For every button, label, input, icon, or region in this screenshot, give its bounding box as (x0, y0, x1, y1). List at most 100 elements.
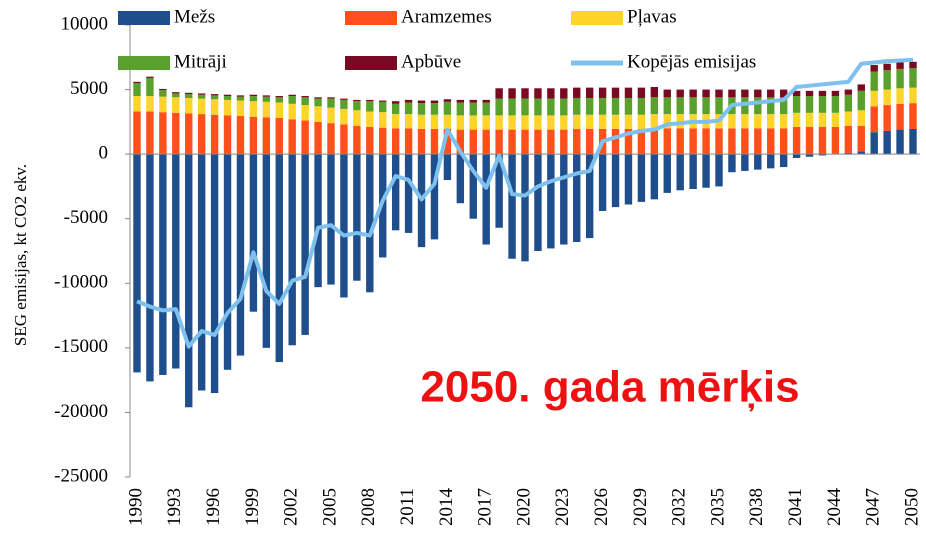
bar (223, 115, 232, 155)
bar (249, 101, 258, 117)
bar (301, 120, 309, 155)
bar (896, 68, 904, 89)
bar (611, 128, 620, 155)
bar (598, 97, 607, 115)
bar (366, 99, 374, 102)
bar (857, 110, 865, 126)
bar (197, 93, 206, 95)
bar (236, 96, 245, 101)
bar (767, 89, 775, 98)
bar (818, 96, 827, 113)
bar (482, 99, 490, 103)
bar (754, 154, 762, 170)
bar (521, 129, 529, 155)
bar (818, 127, 827, 155)
bar (728, 128, 736, 155)
bar (560, 129, 568, 155)
bar (133, 83, 141, 97)
bar (133, 111, 141, 155)
bar (741, 114, 749, 129)
bar (573, 97, 581, 115)
bar (469, 102, 477, 116)
bar (314, 154, 322, 288)
bar (909, 103, 917, 129)
bar (624, 114, 633, 129)
bar (482, 115, 490, 130)
legend-label: Mežs (174, 6, 215, 27)
bar (262, 117, 271, 155)
x-tick-label: 1996 (203, 488, 224, 526)
x-tick-label: 2035 (707, 488, 728, 526)
bar (702, 89, 710, 98)
x-tick-label: 2011 (397, 488, 418, 525)
bar (353, 99, 361, 102)
x-tick-label: 2008 (358, 488, 379, 526)
bar (327, 98, 335, 108)
bar (301, 154, 309, 335)
bar (379, 127, 387, 155)
bar (585, 114, 594, 129)
bar (443, 114, 452, 129)
bar (896, 62, 904, 69)
bar (366, 111, 374, 128)
bar (560, 88, 568, 99)
bar (133, 81, 141, 84)
x-tick-label: 2002 (281, 488, 302, 526)
y-tick-label: 0 (99, 143, 109, 164)
bar (288, 154, 296, 346)
bar (676, 89, 684, 98)
bar (197, 98, 206, 115)
bar (159, 154, 167, 375)
bar (883, 89, 891, 106)
bar (857, 84, 865, 91)
bar (172, 112, 180, 155)
bar (585, 97, 594, 115)
y-tick-label: 5000 (70, 78, 108, 99)
y-tick-label: -25000 (54, 465, 108, 486)
bar (185, 92, 193, 95)
bar (534, 129, 542, 155)
bar (185, 94, 193, 98)
bar (185, 154, 193, 408)
bar (534, 88, 542, 99)
bar (327, 107, 335, 124)
bar (805, 127, 814, 155)
bar (172, 154, 180, 369)
bar (741, 128, 749, 155)
bar (146, 77, 154, 97)
bar (560, 115, 568, 130)
bar (702, 154, 710, 188)
bar (249, 94, 258, 97)
x-tick-label: 2014 (436, 488, 457, 527)
bar (663, 128, 671, 155)
bar (844, 111, 853, 126)
bar (728, 154, 736, 173)
bar (896, 103, 904, 130)
bar (909, 128, 917, 155)
bar (715, 97, 723, 115)
bar (210, 95, 219, 100)
bar (573, 128, 581, 155)
bar (146, 96, 154, 112)
bar (857, 125, 865, 152)
bar (197, 94, 206, 99)
x-tick-label: 1999 (242, 488, 263, 526)
bar (624, 87, 633, 98)
legend-label: Pļavas (627, 6, 677, 27)
bar (547, 115, 555, 130)
bar (547, 154, 555, 249)
bar (443, 99, 452, 102)
bar (805, 154, 814, 157)
bar (185, 97, 193, 114)
bar (831, 90, 840, 97)
bar (172, 92, 180, 94)
bar (340, 124, 348, 155)
bar (482, 129, 490, 155)
bar (443, 154, 452, 180)
bar (508, 129, 516, 155)
bar (482, 102, 490, 116)
bar (391, 128, 400, 155)
bar (624, 128, 633, 155)
bar (547, 98, 555, 116)
